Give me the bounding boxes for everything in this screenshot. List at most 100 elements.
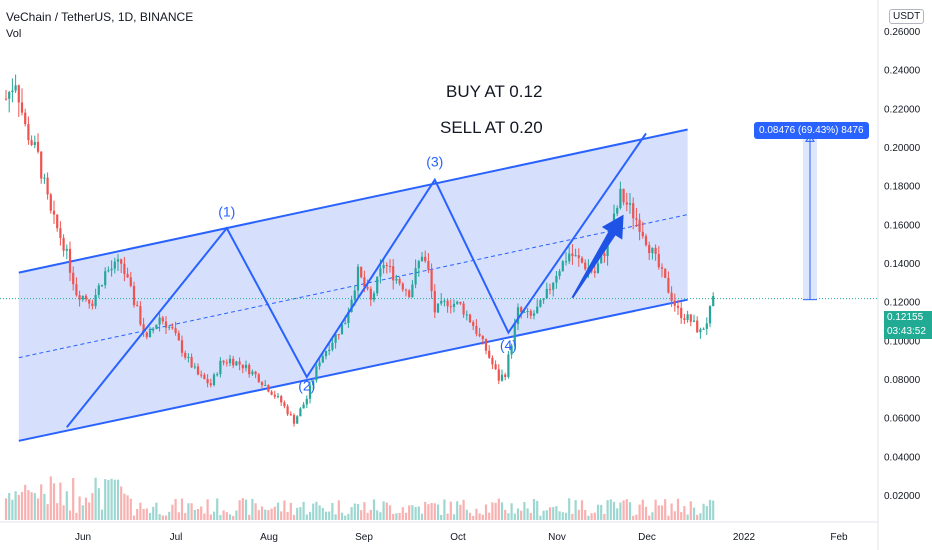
candle-body: [404, 289, 408, 291]
candle-body: [580, 258, 584, 263]
candle-body: [164, 321, 168, 328]
volume-bar: [334, 514, 337, 520]
symbol-title[interactable]: VeChain / TetherUS, 1D, BINANCE: [6, 10, 194, 24]
volume-bar: [232, 515, 235, 520]
candle-body: [577, 255, 580, 259]
candle-body: [97, 285, 100, 295]
sell-annotation: SELL AT 0.20: [440, 118, 543, 137]
candle-body: [308, 385, 312, 399]
volume-bar: [542, 510, 545, 520]
volume-bar: [433, 503, 436, 520]
volume-bar: [296, 507, 299, 520]
candle-body: [126, 274, 129, 278]
volume-bar: [417, 506, 420, 520]
volume-bar: [337, 500, 340, 520]
candle-body: [72, 272, 75, 285]
candle-body: [321, 356, 324, 363]
candle-body: [251, 371, 254, 375]
volume-bar: [520, 510, 523, 520]
volume-bar: [52, 483, 56, 520]
volume-bar: [379, 512, 382, 520]
candle-body: [68, 248, 72, 273]
volume-indicator-label[interactable]: Vol: [6, 28, 22, 40]
volume-bar: [104, 479, 107, 520]
candle-body: [187, 356, 190, 358]
y-tick-label: 0.02000: [884, 491, 921, 502]
candle-body: [388, 265, 392, 267]
volume-bar: [606, 500, 609, 520]
volume-bar: [174, 498, 177, 520]
candle-body: [244, 364, 248, 369]
volume-bar: [8, 493, 11, 520]
candle-body: [452, 303, 456, 307]
candle-body: [638, 219, 641, 232]
volume-bar: [536, 501, 539, 520]
volume-bar: [654, 499, 657, 520]
volume-bar: [209, 514, 212, 520]
candle-body: [708, 306, 712, 324]
volume-bar: [408, 505, 411, 520]
volume-bar: [532, 499, 536, 520]
candle-body: [484, 339, 488, 351]
volume-bar: [584, 510, 587, 520]
currency-badge[interactable]: USDT: [889, 9, 925, 24]
volume-bar: [488, 512, 491, 520]
candle-body: [152, 328, 155, 331]
candle-body: [11, 90, 14, 93]
volume-bar: [187, 503, 190, 520]
volume-bar: [222, 510, 225, 520]
candle-body: [232, 358, 235, 366]
volume-bar: [452, 514, 456, 520]
volume-bar: [248, 514, 251, 520]
candle-body: [657, 253, 660, 268]
volume-bar: [72, 478, 75, 520]
candle-body: [276, 396, 280, 398]
candle-body: [446, 300, 449, 307]
channel-fill: [18, 129, 688, 441]
candle-body: [670, 292, 673, 301]
volume-bar: [497, 498, 500, 520]
volume-bar: [110, 478, 113, 520]
candle-body: [100, 285, 104, 287]
y-tick-label: 0.22000: [884, 104, 921, 115]
volume-bar: [459, 504, 462, 520]
volume-bar: [382, 501, 385, 520]
candle-body: [238, 361, 241, 365]
volume-bar: [129, 498, 132, 520]
volume-bar: [587, 515, 590, 520]
candle-body: [676, 305, 680, 308]
volume-bar: [619, 502, 622, 520]
volume-bar: [644, 506, 648, 520]
channel-mid-line: [18, 214, 688, 359]
candle-body: [504, 374, 507, 377]
candle-body: [270, 391, 273, 395]
volume-bar: [596, 504, 600, 520]
volume-bar: [507, 513, 510, 520]
volume-bar: [68, 510, 72, 520]
volume-bar: [404, 512, 408, 520]
candle-body: [564, 261, 568, 263]
candle-body: [228, 358, 232, 364]
volume-bar: [667, 515, 670, 520]
volume-bar: [385, 502, 388, 520]
candle-body: [424, 256, 427, 262]
volume-bar: [686, 514, 689, 520]
candle-body: [283, 402, 286, 407]
candle-body: [20, 102, 24, 113]
candle-body: [593, 271, 596, 273]
volume-bar: [148, 513, 152, 520]
volume-bar: [168, 511, 171, 520]
candle-body: [171, 326, 174, 329]
candle-body: [430, 269, 433, 292]
volume-bar: [369, 509, 372, 520]
volume-bar: [177, 512, 180, 520]
candle-body: [190, 356, 193, 368]
volume-bar: [648, 515, 651, 520]
candle-body: [472, 322, 475, 326]
volume-bar: [456, 501, 459, 520]
volume-bar: [561, 512, 564, 520]
volume-bar: [97, 488, 100, 520]
channel-lower-line: [18, 298, 688, 442]
volume-bar: [612, 501, 616, 520]
